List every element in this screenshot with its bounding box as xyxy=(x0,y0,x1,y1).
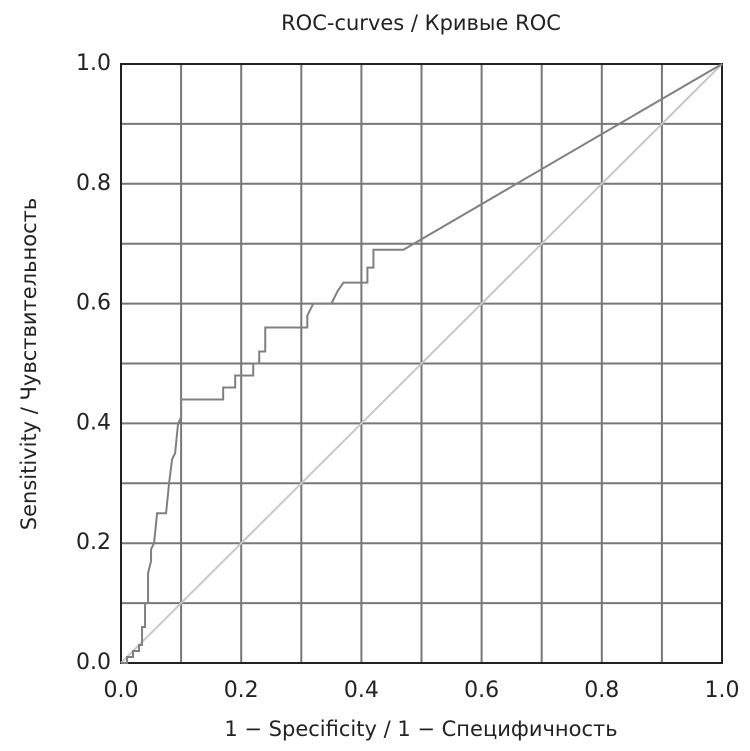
y-tick-label: 0.6 xyxy=(76,291,111,316)
y-axis-label: Sensitivity / Чувствительность xyxy=(17,198,41,530)
roc-line xyxy=(121,63,723,664)
x-tick-label: 0.8 xyxy=(584,678,619,703)
x-tick-label: 0.4 xyxy=(344,678,379,703)
chart-title: ROC-curves / Кривые ROC xyxy=(281,11,561,35)
x-tick-label: 0.2 xyxy=(224,678,259,703)
x-axis-label: 1 − Specificity / 1 − Специфичность xyxy=(224,717,617,741)
x-tick-label: 0.0 xyxy=(104,678,139,703)
roc-line xyxy=(120,63,723,664)
y-tick-label: 0.4 xyxy=(76,410,111,435)
x-tick-label: 1.0 xyxy=(705,678,740,703)
y-tick-label: 0.0 xyxy=(76,650,111,675)
plot-frame xyxy=(120,63,723,664)
x-tick-label: 0.6 xyxy=(464,678,499,703)
y-tick-label: 0.8 xyxy=(76,171,111,196)
y-tick-label: 1.0 xyxy=(76,51,111,76)
y-tick-label: 0.2 xyxy=(76,530,111,555)
